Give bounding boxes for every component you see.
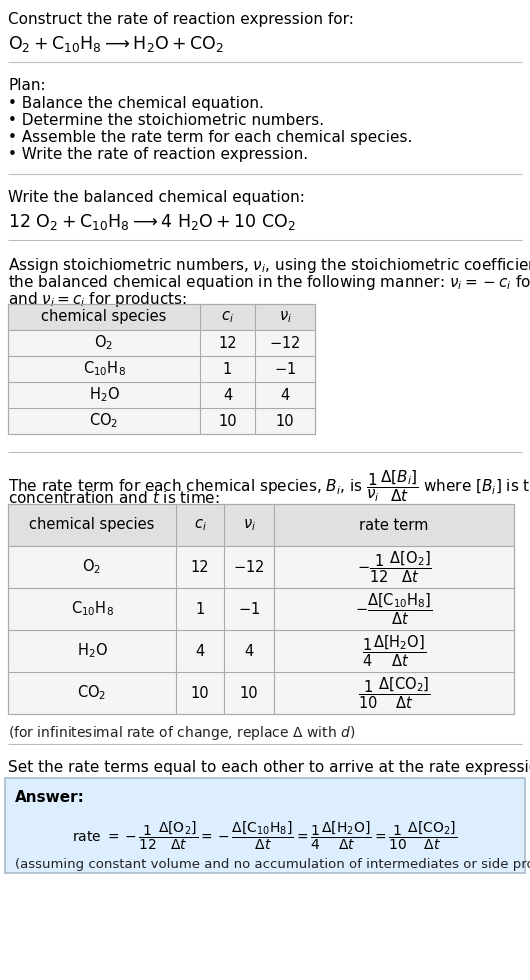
Text: • Assemble the rate term for each chemical species.: • Assemble the rate term for each chemic…: [8, 130, 412, 145]
Text: $\dfrac{1}{10}\dfrac{\Delta[\mathrm{CO_2}]}{\Delta t}$: $\dfrac{1}{10}\dfrac{\Delta[\mathrm{CO_2…: [358, 675, 430, 710]
Text: and $\nu_i = c_i$ for products:: and $\nu_i = c_i$ for products:: [8, 290, 187, 309]
Text: rate $= -\dfrac{1}{12}\dfrac{\Delta[\mathrm{O_2}]}{\Delta t}= -\dfrac{\Delta[\ma: rate $= -\dfrac{1}{12}\dfrac{\Delta[\mat…: [72, 820, 458, 853]
Text: Write the balanced chemical equation:: Write the balanced chemical equation:: [8, 190, 305, 205]
Text: 4: 4: [280, 387, 289, 403]
Text: $\mathrm{C_{10}H_8}$: $\mathrm{C_{10}H_8}$: [70, 600, 113, 618]
Text: Answer:: Answer:: [15, 790, 85, 805]
Text: chemical species: chemical species: [29, 517, 155, 532]
Bar: [8, 504, 514, 546]
Text: the balanced chemical equation in the following manner: $\nu_i = -c_i$ for react: the balanced chemical equation in the fo…: [8, 273, 530, 292]
Text: • Determine the stoichiometric numbers.: • Determine the stoichiometric numbers.: [8, 113, 324, 128]
Text: 4: 4: [244, 644, 254, 659]
Text: $-\dfrac{\Delta[\mathrm{C_{10}H_8}]}{\Delta t}$: $-\dfrac{\Delta[\mathrm{C_{10}H_8}]}{\De…: [355, 591, 433, 627]
Text: rate term: rate term: [359, 517, 429, 532]
Text: $\mathrm{O_2}$: $\mathrm{O_2}$: [94, 333, 113, 353]
Text: 4: 4: [223, 387, 232, 403]
Text: (assuming constant volume and no accumulation of intermediates or side products): (assuming constant volume and no accumul…: [15, 858, 530, 871]
Text: 12: 12: [191, 560, 209, 574]
Text: $-1$: $-1$: [274, 361, 296, 377]
Text: Assign stoichiometric numbers, $\nu_i$, using the stoichiometric coefficients, $: Assign stoichiometric numbers, $\nu_i$, …: [8, 256, 530, 275]
Text: $\mathrm{O_2}$: $\mathrm{O_2}$: [83, 558, 102, 576]
Bar: [8, 504, 514, 714]
Text: 10: 10: [276, 414, 294, 428]
Text: concentration and $t$ is time:: concentration and $t$ is time:: [8, 490, 220, 506]
Text: $-12$: $-12$: [233, 559, 264, 575]
Text: Set the rate terms equal to each other to arrive at the rate expression:: Set the rate terms equal to each other t…: [8, 760, 530, 775]
Text: • Balance the chemical equation.: • Balance the chemical equation.: [8, 96, 264, 111]
Text: Plan:: Plan:: [8, 78, 46, 93]
Text: $\mathrm{O_2 + C_{10}H_8 \longrightarrow H_2O + CO_2}$: $\mathrm{O_2 + C_{10}H_8 \longrightarrow…: [8, 34, 224, 54]
Text: $\dfrac{1}{4}\dfrac{\Delta[\mathrm{H_2O}]}{\Delta t}$: $\dfrac{1}{4}\dfrac{\Delta[\mathrm{H_2O}…: [362, 633, 426, 668]
Bar: [8, 304, 315, 330]
Text: 1: 1: [223, 362, 232, 376]
Text: 1: 1: [196, 602, 205, 616]
Text: $\mathrm{CO_2}$: $\mathrm{CO_2}$: [90, 412, 119, 430]
Text: 10: 10: [240, 685, 258, 701]
Text: (for infinitesimal rate of change, replace $\Delta$ with $d$): (for infinitesimal rate of change, repla…: [8, 724, 355, 742]
Text: Construct the rate of reaction expression for:: Construct the rate of reaction expressio…: [8, 12, 354, 27]
Text: $\mathrm{CO_2}$: $\mathrm{CO_2}$: [77, 684, 107, 703]
Text: • Write the rate of reaction expression.: • Write the rate of reaction expression.: [8, 147, 308, 162]
Text: chemical species: chemical species: [41, 310, 167, 324]
Text: $\mathrm{C_{10}H_8}$: $\mathrm{C_{10}H_8}$: [83, 360, 126, 378]
Bar: [5, 778, 525, 873]
Text: $\nu_i$: $\nu_i$: [243, 517, 255, 533]
Text: $-12$: $-12$: [269, 335, 301, 351]
Text: 10: 10: [191, 685, 209, 701]
Text: 10: 10: [218, 414, 237, 428]
Text: $\nu_i$: $\nu_i$: [279, 309, 292, 324]
Text: $c_i$: $c_i$: [193, 517, 206, 533]
Text: 4: 4: [196, 644, 205, 659]
Text: $c_i$: $c_i$: [221, 309, 234, 324]
Bar: [8, 304, 315, 434]
Text: $\mathrm{H_2O}$: $\mathrm{H_2O}$: [89, 386, 119, 405]
Text: $-\dfrac{1}{12}\dfrac{\Delta[\mathrm{O_2}]}{\Delta t}$: $-\dfrac{1}{12}\dfrac{\Delta[\mathrm{O_2…: [357, 549, 431, 585]
Text: The rate term for each chemical species, $B_i$, is $\dfrac{1}{\nu_i}\dfrac{\Delt: The rate term for each chemical species,…: [8, 468, 530, 504]
Text: 12: 12: [218, 335, 237, 351]
Text: $\mathrm{H_2O}$: $\mathrm{H_2O}$: [76, 642, 108, 661]
Text: $-1$: $-1$: [238, 601, 260, 617]
Text: $\mathrm{12\ O_2 + C_{10}H_8 \longrightarrow 4\ H_2O + 10\ CO_2}$: $\mathrm{12\ O_2 + C_{10}H_8 \longrighta…: [8, 212, 296, 232]
